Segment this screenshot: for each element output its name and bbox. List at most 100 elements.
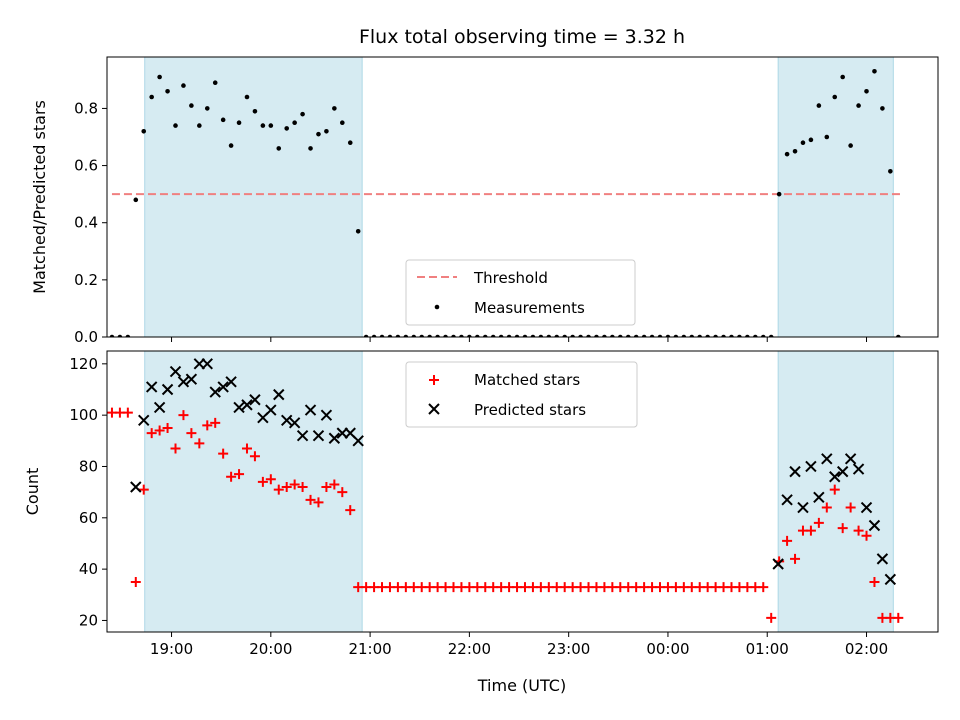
predicted-star-point [273,388,285,401]
measurement-point [475,334,480,337]
measurement-point [570,334,575,337]
measurement-point [300,111,305,117]
measurement-point [602,334,607,337]
predicted-star-point [288,417,301,429]
predicted-star-point [789,465,801,478]
predicted-star-point [138,414,150,426]
measurement-point [816,103,822,108]
measurement-point [514,334,520,337]
matched-star-point [281,482,292,493]
measurement-point [840,74,845,80]
predicted-star-point [280,414,293,426]
y-tick-label: 40 [79,560,98,578]
top-panel: 0.0 0.2 0.4 0.6 0.8 Matched/Predicted stars Th… [30,56,939,346]
measurement-point [864,88,869,94]
measurement-point [649,334,655,337]
matched-star-point [234,469,245,480]
matched-star-point [210,417,221,428]
matched-star-point [162,422,173,433]
predicted-star-point [836,465,849,478]
predicted-star-point [320,409,333,421]
matched-star-point [845,502,856,513]
predicted-star-point [233,401,245,414]
legend: Matched stars Predicted stars [405,361,638,428]
predicted-star-point [868,519,881,532]
measurement-point [760,334,766,337]
predicted-star-point [821,453,833,465]
y-tick-label: 0.8 [74,99,98,117]
measurement-point [284,126,290,131]
measurement-point [347,140,353,146]
predicted-star-point [876,553,889,565]
measurement-point [443,334,448,337]
matched-star-point [297,482,308,493]
matched-star-point [249,451,260,462]
measurement-point [133,197,139,203]
measurement-point [832,94,838,100]
x-tick-label: 21:00 [348,640,391,658]
predicted-star-point [169,365,182,378]
measurement-point [848,143,853,148]
y-tick-label: 0.2 [74,271,98,289]
y-tick-label: 20 [79,611,98,629]
matched-star-point [853,525,864,536]
matched-star-point [138,484,149,495]
y-tick-label: 0.6 [74,157,98,175]
y-axis-label: Count [23,468,42,516]
measurement-point [586,334,591,337]
predicted-star-point [296,429,309,442]
legend: Threshold Measurements [405,259,636,326]
measurement-point [880,106,885,111]
predicted-star-point [209,386,221,398]
measurement-point [888,168,893,174]
measurement-point [355,228,361,234]
measurement-point [157,74,162,80]
measurement-point [697,334,703,337]
measurement-point [260,123,266,128]
plot-frame [106,350,939,633]
measurement-point [808,137,814,143]
measurement-point [189,103,194,108]
measurement-point [403,334,409,337]
legend-predicted-swatch [428,403,440,415]
measurement-point [220,117,226,123]
y-axis-label: Matched/Predicted stars [30,100,49,294]
measurement-point [689,334,695,337]
measurement-point [641,334,647,337]
measurement-point [617,334,623,337]
matched-star-point [241,443,252,454]
matched-star-point [313,497,324,508]
measurement-point [395,334,401,337]
measurement-point [776,191,782,197]
predicted-star-point [201,358,213,370]
matched-star-point [782,535,793,546]
y-tick-label: 60 [79,509,98,527]
predicted-star-point [781,494,793,506]
measurement-point [181,83,186,88]
measurement-point [212,80,218,86]
legend-matched-label: Matched stars [474,371,580,389]
measurement-point [546,334,552,337]
measurement-point [340,120,345,126]
legend-predicted-label: Predicted stars [474,401,586,419]
measurement-point [482,334,488,337]
measurement-point [753,334,758,337]
measurement-point [149,94,154,100]
matched-star-point [321,482,332,493]
measurement-point [173,123,178,128]
shaded-interval-2 [777,57,894,337]
matched-star-point [265,474,276,485]
measurement-point [292,120,297,126]
measurement-point [856,103,861,108]
measurement-point [379,334,385,337]
plot-frame [106,56,939,338]
measurement-point [117,334,123,337]
legend-measurements-label: Measurements [474,299,585,317]
predicted-star-point [852,463,865,475]
y-tick-label: 0.0 [74,328,98,346]
measurement-point [594,334,599,337]
measurement-point [244,94,250,100]
predicted-star-point [225,376,237,388]
matched-star-point [861,530,872,541]
matched-star-point [813,517,824,528]
